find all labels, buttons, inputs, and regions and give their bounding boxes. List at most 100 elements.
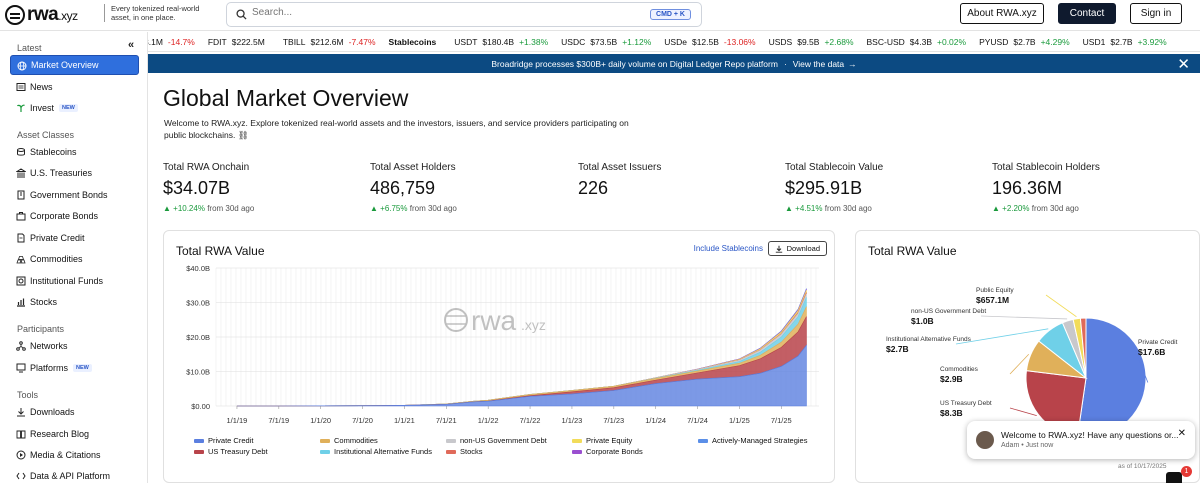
sprout-icon	[16, 104, 26, 112]
ticker-value: $180.4B	[482, 37, 515, 47]
stat-card: Total Stablecoin Holders 196.36M ▲ +2.20% …	[992, 162, 1100, 213]
chat-toast[interactable]: Welcome to RWA.xyz! Have any questions o…	[967, 421, 1195, 459]
sidebar-item-institutional-funds[interactable]: Institutional Funds	[10, 271, 139, 291]
new-badge: NEW	[73, 364, 92, 372]
legend-item[interactable]: non-US Government Debt	[446, 436, 547, 445]
close-banner-icon[interactable]: ✕	[1177, 56, 1190, 73]
legend-item[interactable]: Actively-Managed Strategies	[698, 436, 807, 445]
pie-chart[interactable]: Private Credit$17.6B US Treasury Debt$8.3…	[856, 261, 1200, 471]
legend-swatch	[572, 438, 582, 443]
sidebar-item-commodities[interactable]: Commodities	[10, 249, 139, 269]
sidebar-item-corporate-bonds[interactable]: Corporate Bonds	[10, 206, 139, 226]
sidebar-item-label: Corporate Bonds	[30, 211, 99, 221]
sidebar-item-market-overview[interactable]: Market Overview	[10, 55, 139, 75]
sign-in-button[interactable]: Sign in	[1130, 3, 1182, 24]
ticker-item[interactable]: TBILL $212.6M -7.47%	[283, 32, 376, 51]
ticker-change: +1.12%	[622, 37, 652, 47]
legend-item[interactable]: Private Equity	[572, 436, 632, 445]
stat-card: Total Asset Issuers 226	[578, 162, 661, 199]
ticker-item[interactable]: Stablecoins	[389, 32, 442, 51]
rwa-logo[interactable]: rwa.xyz	[5, 4, 78, 26]
legend-item[interactable]: Private Credit	[194, 436, 253, 445]
sidebar-item-stablecoins[interactable]: Stablecoins	[10, 142, 139, 162]
banner-link[interactable]: View the data	[792, 58, 845, 69]
x-tick-label: 7/1/23	[603, 416, 624, 425]
building-icon	[17, 190, 25, 200]
section-tools: Tools	[17, 390, 39, 400]
download-button[interactable]: Download	[767, 241, 827, 256]
stat-value: 486,759	[370, 178, 436, 198]
ticker-item[interactable]: USDe $12.5B -13.06%	[664, 32, 755, 51]
page-intro: Welcome to RWA.xyz. Explore tokenized re…	[164, 118, 629, 140]
about-button[interactable]: About RWA.xyz	[960, 3, 1044, 24]
include-stablecoins-toggle[interactable]: Include Stablecoins	[693, 244, 763, 253]
announcement-banner[interactable]: Broadridge processes $300B+ daily volume…	[148, 54, 1200, 73]
sidebar-item-platforms[interactable]: Platforms NEW	[10, 358, 139, 378]
stat-label: Total Asset Holders	[370, 162, 456, 173]
pie-label: Private Credit	[1138, 339, 1178, 346]
sidebar-item-private-credit[interactable]: Private Credit	[10, 228, 139, 248]
ticker-symbol: USDS	[768, 37, 793, 47]
pie-label: US Treasury Debt	[940, 400, 992, 407]
main-content: Global Market Overview Welcome to RWA.xy…	[148, 73, 1200, 483]
contact-button[interactable]: Contact	[1058, 3, 1116, 24]
ticker-item[interactable]: USD1 $2.7B +3.92%	[1083, 32, 1167, 51]
legend-item[interactable]: Corporate Bonds	[572, 447, 643, 456]
search-input[interactable]	[252, 7, 592, 18]
x-tick-label: 1/1/20	[310, 416, 331, 425]
sidebar-item-networks[interactable]: Networks	[10, 336, 139, 356]
search-shortcut-badge: CMD + K	[650, 9, 691, 20]
ticker-bar: 3.1M -14.7% FDIT $222.5M TBILL $212.6M -7.47% S…	[148, 32, 1200, 52]
top-header: rwa.xyz Every tokenized real-world asset…	[0, 0, 1200, 31]
ticker-item[interactable]: USDT $180.4B +1.38%	[454, 32, 548, 51]
sidebar-item-media-citations[interactable]: Media & Citations	[10, 445, 139, 465]
sidebar-item-stocks[interactable]: Stocks	[10, 292, 139, 312]
legend-item[interactable]: Commodities	[320, 436, 378, 445]
pie-slice-private-credit[interactable]	[1076, 317, 1147, 439]
ticker-item[interactable]: PYUSD $2.7B +4.29%	[979, 32, 1070, 51]
area-series-private-credit[interactable]	[236, 344, 807, 407]
ticker-item[interactable]: USDC $73.5B +1.12%	[561, 32, 652, 51]
chat-launcher-icon[interactable]	[1166, 472, 1182, 483]
pie-slice-other[interactable]	[1079, 317, 1087, 379]
stat-card: Total Asset Holders 486,759 ▲ +6.75% from …	[370, 162, 457, 213]
ticker-item[interactable]: 3.1M -14.7%	[148, 32, 195, 51]
stat-label: Total Stablecoin Value	[785, 162, 884, 173]
x-tick-label: 1/1/22	[478, 416, 499, 425]
sidebar-item-news[interactable]: News	[10, 77, 139, 97]
gold-bars-icon	[16, 256, 26, 264]
close-icon[interactable]: ✕	[1177, 428, 1186, 439]
sidebar-item-data-api[interactable]: Data & API Platform	[10, 466, 139, 486]
sidebar-item-label: Networks	[30, 341, 68, 351]
sidebar-item-label: Invest	[30, 103, 55, 113]
ticker-item[interactable]: FDIT $222.5M	[208, 32, 270, 51]
sidebar-item-invest[interactable]: Invest NEW	[10, 98, 139, 118]
ticker-change: +0.02%	[937, 37, 967, 47]
sidebar-item-downloads[interactable]: Downloads	[10, 402, 139, 422]
sidebar-item-label: Institutional Funds	[30, 276, 104, 286]
search-box[interactable]: CMD + K	[226, 2, 702, 27]
sidebar-item-government-bonds[interactable]: Government Bonds	[10, 185, 139, 205]
legend-label: Private Equity	[586, 436, 633, 445]
legend-item[interactable]: Stocks	[446, 447, 483, 456]
sidebar-item-research-blog[interactable]: Research Blog	[10, 424, 139, 444]
ticker-item[interactable]: BSC-USD $4.3B +0.02%	[867, 32, 967, 51]
collapse-sidebar-icon[interactable]: «	[128, 39, 135, 51]
stat-value: 196.36M	[992, 178, 1063, 198]
legend-item[interactable]: US Treasury Debt	[194, 447, 268, 456]
sidebar-item-us-treasuries[interactable]: U.S. Treasuries	[10, 163, 139, 183]
pie-leader-line	[1009, 407, 1037, 417]
legend-swatch	[446, 438, 456, 443]
landmark-icon	[16, 168, 26, 178]
legend-label: Actively-Managed Strategies	[712, 436, 808, 445]
ticker-item[interactable]: USDS $9.5B +2.68%	[768, 32, 854, 51]
legend-label: US Treasury Debt	[208, 447, 268, 456]
legend-item[interactable]: Institutional Alternative Funds	[320, 447, 432, 456]
sidebar-item-label: Market Overview	[31, 60, 99, 70]
up-arrow-icon: ▲	[370, 204, 381, 213]
area-chart[interactable]: $0.00 $10.0B $20.0B $30.0B $40.0B 1/1/19 7/1/1…	[164, 258, 836, 448]
pie-value-label: $2.7B	[886, 344, 909, 354]
banner-separator: ·	[783, 58, 787, 69]
pie-value-label: $2.9B	[940, 374, 963, 384]
y-tick-label: $40.0B	[186, 264, 210, 273]
